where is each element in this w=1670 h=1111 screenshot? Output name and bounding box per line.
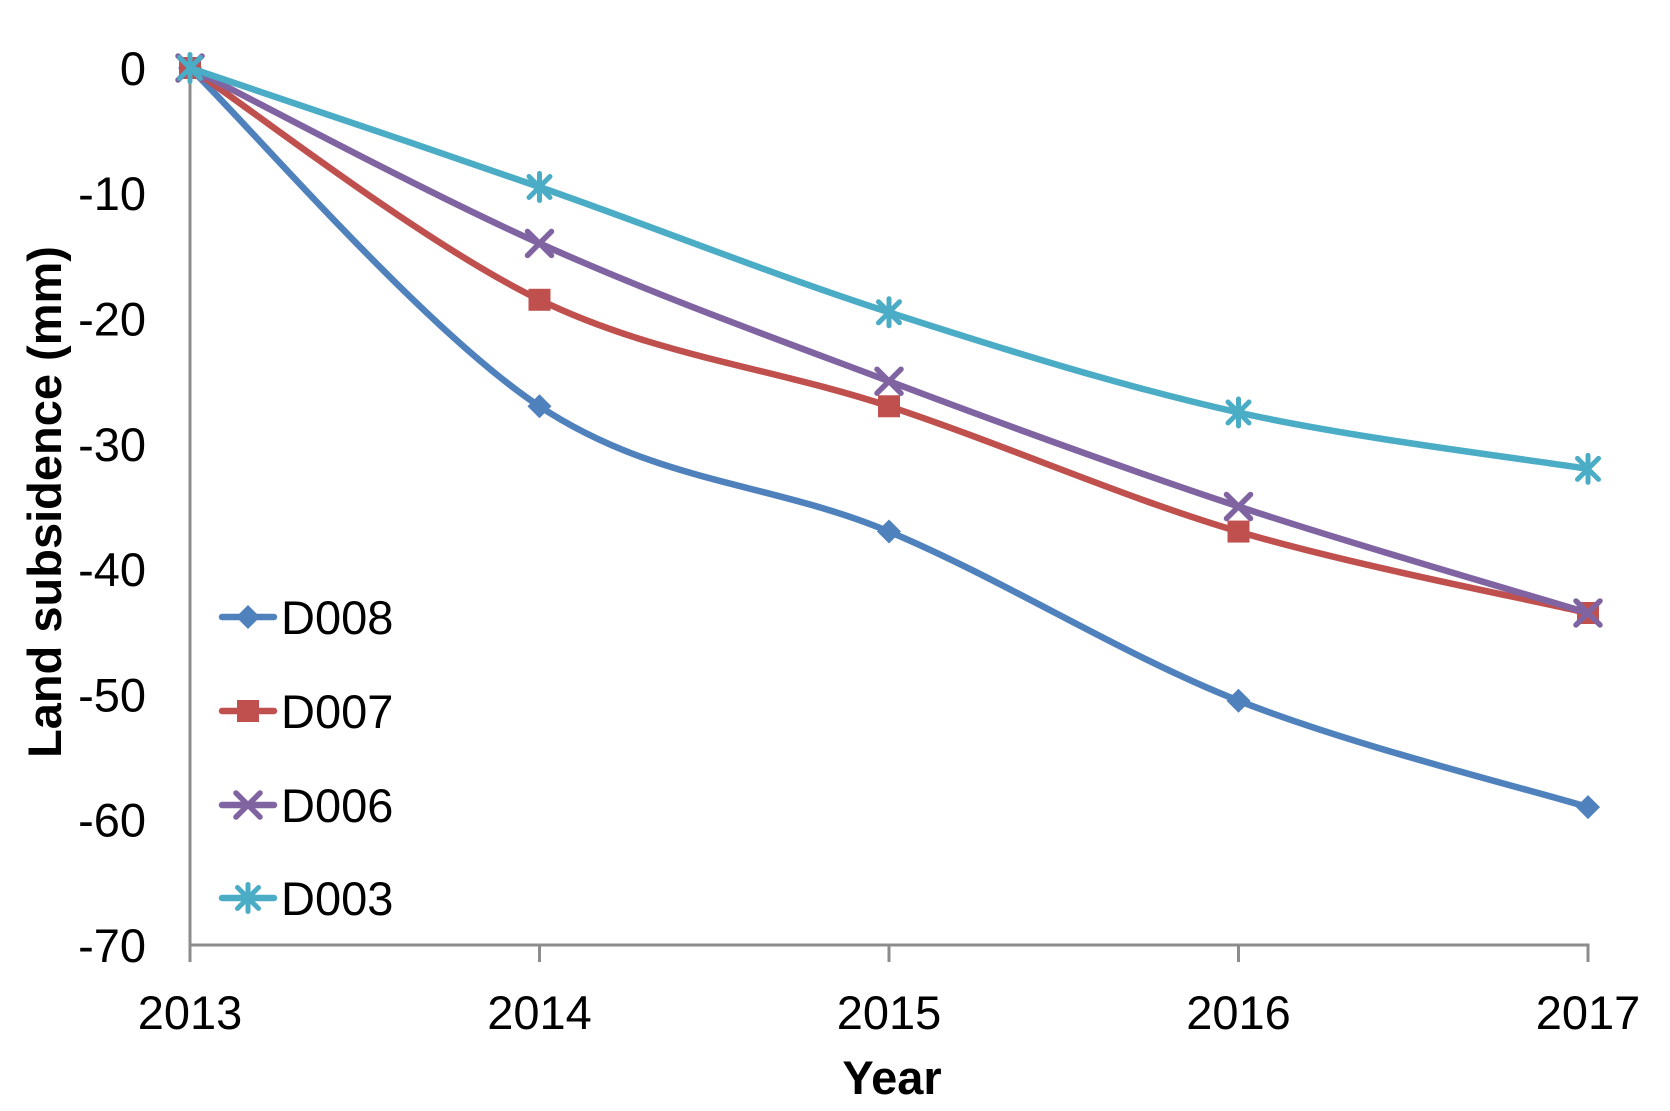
series-line-D008 <box>186 64 1592 811</box>
y-tick-label-2: -20 <box>78 293 146 346</box>
legend: D008 D007 D006 D003 <box>218 591 393 925</box>
legend-marker-layer <box>218 605 278 914</box>
axes <box>188 66 1590 962</box>
y-tick-label-5: -50 <box>78 668 146 721</box>
marker-D007-2016 <box>1227 520 1250 543</box>
marker-D006-2017 <box>1573 598 1603 628</box>
y-tick-label-7: -70 <box>78 919 146 972</box>
marker-D003-2013 <box>177 52 203 84</box>
y-axis-title: Land subsidence (mm) <box>18 246 71 758</box>
x-tick-label-2015: 2015 <box>837 986 942 1039</box>
marker-D003-2015 <box>876 296 902 329</box>
x-tick-label-2016: 2016 <box>1186 986 1291 1039</box>
x-axis-tick-labels: 2013 2014 2015 2016 2017 <box>138 986 1641 1039</box>
marker-D008-2016 <box>1226 688 1251 713</box>
marker-D003-2016 <box>1225 396 1252 429</box>
legend-key-marker-D007 <box>237 700 259 722</box>
series-layer <box>175 52 1603 820</box>
y-tick-label-1: -10 <box>78 167 146 220</box>
marker-D008-2014 <box>527 394 552 419</box>
y-tick-label-0: 0 <box>120 42 146 95</box>
marker-D007-2014 <box>528 288 551 311</box>
marker-D003-2014 <box>526 171 553 204</box>
legend-label-d003: D003 <box>281 872 393 925</box>
x-tick-label-2017: 2017 <box>1536 986 1641 1039</box>
y-tick-label-4: -40 <box>78 543 146 596</box>
x-axis-title: Year <box>842 1051 941 1104</box>
y-tick-label-6: -60 <box>78 794 146 847</box>
marker-D003-2017 <box>1575 452 1601 485</box>
legend-key-marker-D003 <box>235 882 261 914</box>
x-tick-label-2013: 2013 <box>138 986 243 1039</box>
marker-D008-2017 <box>1576 795 1600 820</box>
marker-D007-2015 <box>878 395 900 418</box>
marker-D008-2015 <box>877 519 901 544</box>
legend-key-marker-D008 <box>236 605 260 629</box>
marker-D006-2016 <box>1223 491 1254 522</box>
legend-label-d007: D007 <box>281 685 393 738</box>
y-tick-label-3: -30 <box>78 418 146 471</box>
marker-D006-2015 <box>874 366 904 396</box>
x-tick-label-2014: 2014 <box>487 986 592 1039</box>
legend-label-d006: D006 <box>281 779 393 832</box>
legend-key-marker-D006 <box>233 790 263 820</box>
legend-label-d008: D008 <box>281 591 393 644</box>
y-axis-tick-labels: 0 -10 -20 -30 -40 -50 -60 -70 <box>78 42 146 972</box>
marker-D006-2014 <box>524 228 555 259</box>
